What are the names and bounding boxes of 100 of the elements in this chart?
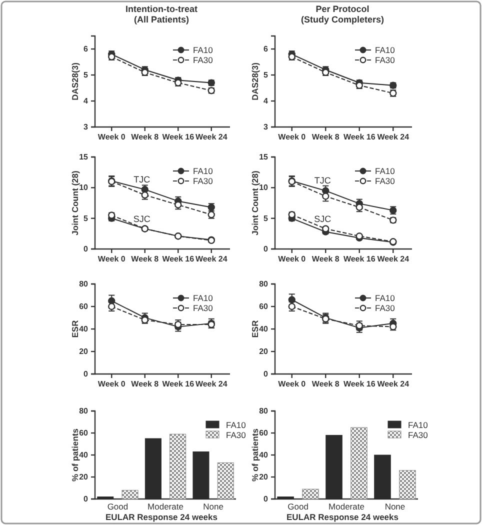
x-tick-label: Week 0 <box>98 254 126 264</box>
x-axis-title: EULAR Response 24 weeks <box>106 512 218 522</box>
y-tick-label: 60 <box>79 428 89 438</box>
y-tick-label: 60 <box>259 302 269 312</box>
y-tick-label: 20 <box>79 347 89 356</box>
legend-label: FA10 <box>193 293 214 303</box>
legend-label: FA10 <box>375 293 396 303</box>
chart-title: Intention-to-treat (All Patients) <box>126 4 198 24</box>
y-axis-title: DAS28(3) <box>250 62 260 100</box>
y-tick-label: 0 <box>264 494 269 504</box>
x-tick-label: Week 16 <box>162 254 195 264</box>
y-tick-label: 20 <box>79 472 89 482</box>
y-tick-label: 10 <box>79 183 89 192</box>
y-tick-label: 20 <box>259 347 269 356</box>
y-tick-label: 40 <box>259 324 269 334</box>
x-tick-label: Good <box>288 502 309 512</box>
chart-title: Per Protocol (Study Completers) <box>300 4 384 24</box>
legend-label: FA30 <box>375 176 396 186</box>
legend-label: FA30 <box>193 303 214 313</box>
y-tick-label: 0 <box>84 244 89 254</box>
point <box>108 53 116 60</box>
legend-label: FA30 <box>375 303 396 313</box>
x-tick-label: Week 16 <box>162 380 195 389</box>
y-tick-label: 0 <box>84 494 89 504</box>
y-tick-label: 4 <box>264 96 269 106</box>
y-tick-label: 80 <box>259 406 269 416</box>
bar <box>302 488 319 500</box>
x-tick-label: None <box>203 502 224 512</box>
annotation: TJC <box>314 176 332 186</box>
x-tick-label: Week 16 <box>162 132 195 142</box>
point <box>108 212 116 219</box>
x-tick-label: Week 8 <box>312 254 340 264</box>
y-tick-label: 80 <box>259 280 269 289</box>
y-tick-label: 40 <box>79 324 89 334</box>
y-tick-label: 6 <box>264 44 269 54</box>
x-tick-label: Week 8 <box>312 380 340 389</box>
y-tick-label: 60 <box>79 302 89 312</box>
bar <box>122 490 138 500</box>
x-tick-label: Week 16 <box>343 380 376 389</box>
legend-label: FA10 <box>408 420 428 430</box>
y-tick-label: 5 <box>264 214 269 223</box>
y-tick-label: 20 <box>259 472 269 482</box>
x-tick-label: Week 8 <box>131 132 160 142</box>
y-tick-label: 3 <box>264 122 269 132</box>
x-tick-label: Week 0 <box>98 132 126 142</box>
y-axis-title: % of patients <box>250 428 260 482</box>
x-tick-label: Week 24 <box>195 254 228 264</box>
y-tick-label: 10 <box>259 183 269 192</box>
y-tick-label: 0 <box>264 244 269 254</box>
point <box>390 323 397 330</box>
y-tick-label: 15 <box>79 152 89 162</box>
legend-label: FA10 <box>193 166 214 176</box>
x-tick-label: Week 0 <box>278 132 306 142</box>
x-tick-label: Moderate <box>328 502 365 512</box>
y-axis-title: Joint Count (28) <box>70 170 80 236</box>
y-axis-title: ESR <box>70 320 80 338</box>
legend-label: FA30 <box>193 55 214 65</box>
bar <box>350 427 368 500</box>
x-tick-label: None <box>384 502 406 512</box>
legend-label: FA30 <box>193 176 214 186</box>
point <box>174 79 182 86</box>
legend-label: FA30 <box>408 430 428 440</box>
bar <box>217 462 234 500</box>
legend-label: FA10 <box>193 45 214 55</box>
legend-label: FA10 <box>226 420 246 430</box>
y-tick-label: 40 <box>79 450 89 460</box>
y-tick-label: 5 <box>84 214 89 223</box>
x-tick-label: Good <box>107 502 128 512</box>
y-tick-label: 40 <box>259 450 269 460</box>
y-tick-label: 6 <box>84 44 89 54</box>
x-tick-label: Week 24 <box>377 132 410 142</box>
legend-label: FA30 <box>226 430 246 440</box>
x-axis-title: EULAR Response 24 weeks <box>286 512 399 522</box>
y-tick-label: 80 <box>79 280 89 289</box>
legend-label: FA10 <box>375 45 396 55</box>
bar <box>399 470 416 500</box>
x-tick-label: Week 16 <box>343 254 376 264</box>
y-axis-title: DAS28(3) <box>70 62 80 100</box>
y-axis-title: % of patients <box>70 428 80 482</box>
y-tick-label: 5 <box>84 70 89 80</box>
y-tick-label: 80 <box>79 406 89 416</box>
y-tick-label: 3 <box>84 122 89 132</box>
annotation: SJC <box>133 214 151 224</box>
y-tick-label: 5 <box>264 70 269 80</box>
legend-label: FA30 <box>375 55 396 65</box>
bar <box>170 434 186 500</box>
point <box>322 192 330 200</box>
point <box>322 225 330 232</box>
y-tick-label: 0 <box>264 370 269 379</box>
x-tick-label: Moderate <box>148 502 184 512</box>
x-tick-label: Week 0 <box>278 380 306 389</box>
x-tick-label: Week 0 <box>98 380 126 389</box>
x-tick-label: Week 8 <box>131 254 160 264</box>
y-axis-title: Joint Count (28) <box>250 170 260 236</box>
y-tick-label: 4 <box>84 96 89 106</box>
y-axis-title: ESR <box>250 320 260 338</box>
y-tick-label: 15 <box>259 152 269 162</box>
x-tick-label: Week 0 <box>278 254 306 264</box>
x-tick-label: Week 8 <box>131 380 160 389</box>
annotation: TJC <box>134 174 151 185</box>
